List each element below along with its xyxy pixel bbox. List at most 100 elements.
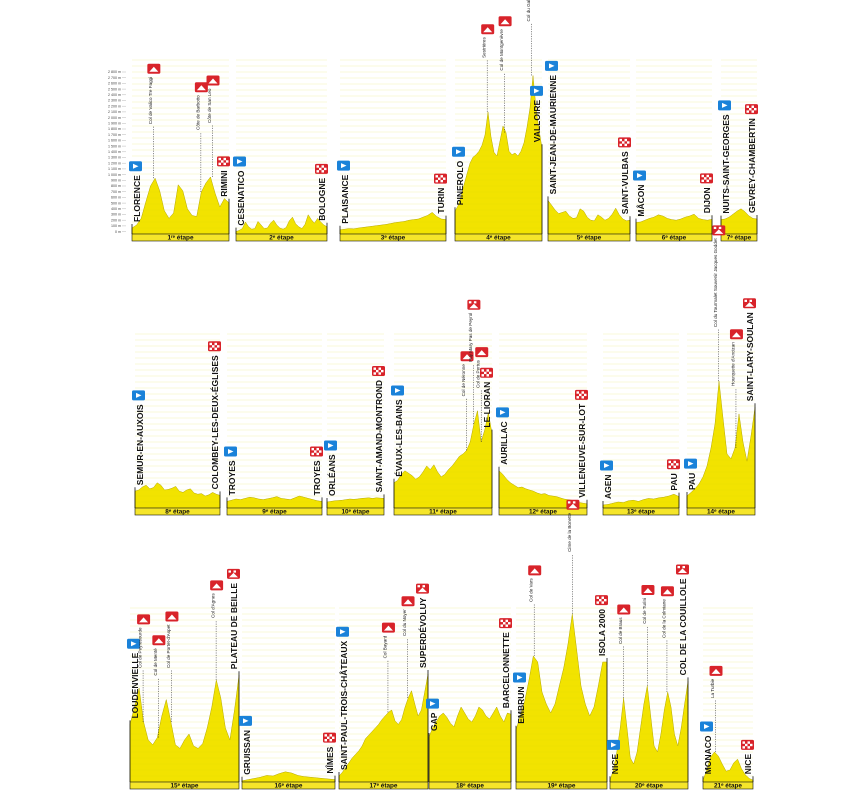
checker-square [500, 619, 503, 623]
checker-square [486, 374, 489, 377]
checker-square [324, 167, 327, 171]
mountain-glyph [383, 625, 393, 631]
checker-square [324, 738, 327, 742]
town-label: LE LIORAN [482, 382, 492, 428]
checker-square [214, 342, 217, 346]
altitude-tick-label: 1 300 m [108, 156, 121, 160]
flag-arrow-icon [131, 641, 137, 647]
flag-arrow-icon [430, 701, 436, 707]
elevation-area [635, 213, 713, 235]
stage-band [547, 233, 631, 242]
town-label: ISOLA 2000 [597, 609, 607, 656]
stage-label: 16ᵉ étape [275, 782, 303, 789]
town-label: SAINT-VULBAS [620, 151, 630, 214]
stage-9-profile: 9ᵉ étape TROYES TROYES [224, 333, 323, 515]
climb-label: Col de Turini [642, 598, 647, 624]
stage-label: 15ᵉ étape [171, 782, 199, 789]
stage-label: 1ʳᵉ étape [167, 234, 193, 241]
checker-square [481, 369, 484, 372]
mountain-glyph [418, 587, 427, 593]
elevation-area [129, 675, 240, 783]
checker-square [376, 369, 379, 373]
mountain-glyph [154, 638, 164, 644]
checker-square [417, 585, 420, 588]
stage-band [602, 507, 680, 516]
altitude-tick-label: 400 m [111, 207, 121, 211]
checker-square [505, 624, 508, 627]
climb-label: Col de la Colmiane [661, 599, 666, 638]
checker-square [327, 736, 330, 739]
checker-square [682, 566, 685, 569]
checker-square [742, 741, 745, 744]
checker-square [218, 157, 221, 161]
mountain-glyph [477, 350, 487, 356]
climb-label: Cime de la Bonette [567, 512, 572, 552]
checker-square [576, 391, 579, 394]
checker-square [619, 138, 622, 142]
checker-square [209, 342, 212, 346]
elevation-area [134, 482, 221, 509]
checker-square [713, 226, 717, 230]
checker-square [503, 622, 506, 625]
flag-arrow-icon [611, 742, 617, 748]
flag-arrow-icon [341, 163, 347, 169]
mountain-glyph [469, 303, 479, 309]
checker-square [746, 110, 749, 113]
checker-square [706, 179, 709, 183]
stage-6-profile: 6ᵉ étape MÂCON DIJON [633, 59, 713, 241]
flag-arrow-icon [133, 163, 139, 169]
checker-square [581, 391, 584, 394]
elevation-area [131, 176, 230, 235]
checker-square [214, 347, 217, 350]
flag-arrow-icon [704, 723, 710, 729]
stage-label: 21ᵉ étape [714, 782, 742, 789]
elevation-area [547, 199, 631, 235]
checker-square [747, 741, 750, 744]
town-label: AURILLAC [499, 421, 509, 464]
stage-label: 9ᵉ étape [262, 508, 287, 515]
mountain-glyph [568, 503, 578, 509]
stage-2-profile: 2ᵉ étape CESENATICO BOLOGNE [233, 59, 328, 242]
town-label: SEMUR-EN-AUXOIS [135, 404, 145, 485]
checker-square [443, 177, 446, 180]
checker-square [668, 465, 671, 468]
checker-square [221, 160, 224, 163]
stage-label: 18ᵉ étape [456, 782, 484, 789]
altitude-tick-label: 2 200 m [108, 104, 121, 108]
stage-15-profile: 15ᵉ étape LOUDENVIELLE PLATEAU DE BEILLE Co… [127, 568, 240, 790]
mountain-glyph [208, 78, 218, 84]
checker-square [440, 179, 443, 183]
checker-square [709, 177, 712, 180]
checker-square [572, 501, 576, 504]
stage-band [235, 233, 328, 242]
mountain-glyph [403, 599, 413, 605]
town-label: TURIN [436, 188, 446, 214]
altitude-tick-label: 0 m [115, 230, 121, 234]
checker-square [435, 179, 438, 183]
climb-label: Col de Vars [529, 578, 534, 602]
checker-square [489, 371, 492, 375]
checker-square [749, 299, 752, 302]
checker-square [704, 177, 707, 180]
altitude-tick-label: 1 100 m [108, 167, 121, 171]
checker-square [316, 170, 319, 173]
checker-square [508, 622, 511, 625]
flag-arrow-icon [136, 392, 142, 398]
mountain-glyph [619, 607, 629, 613]
checker-square [218, 162, 221, 166]
checker-square [604, 598, 607, 602]
checker-square [576, 396, 579, 399]
altitude-tick-label: 2 800 m [108, 70, 121, 74]
elevation-area [235, 214, 328, 235]
checker-square [668, 460, 671, 464]
checker-square [505, 619, 508, 623]
stage-label: 10ᵉ étape [342, 508, 370, 515]
altitude-tick-label: 1 200 m [108, 161, 121, 165]
stage-band [129, 781, 240, 790]
climb-label: Col du Noyer [402, 609, 407, 636]
checker-square [750, 743, 753, 747]
checker-square [601, 596, 604, 599]
stage-band [241, 781, 336, 790]
mountain-glyph [662, 589, 672, 595]
mountain-glyph [149, 66, 159, 72]
